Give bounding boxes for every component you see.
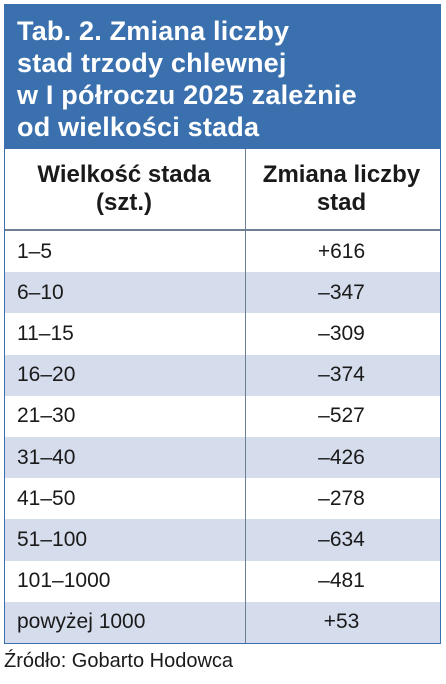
herd-size-cell: 51–100	[17, 527, 88, 551]
change-cell: –347	[318, 280, 365, 304]
herd-size-cell: 11–15	[17, 321, 74, 345]
herd-size-cell: 31–40	[17, 445, 76, 469]
table-row: powyżej 1000 +53	[5, 601, 440, 643]
table-row: 16–20 –374	[5, 354, 440, 396]
herd-size-cell: 1–5	[17, 239, 53, 263]
source-note: Źródło: Gobarto Hodowca	[4, 650, 234, 672]
header-text: (szt.)	[95, 189, 152, 216]
table-row: 31–40 –426	[5, 436, 440, 479]
change-cell: –527	[318, 404, 365, 428]
header-change: Zmiana liczby stad	[243, 149, 440, 229]
herd-size-cell: 6–10	[17, 280, 64, 304]
table-row: 6–10 –347	[5, 272, 440, 314]
table-row: 101–1000 –481	[5, 561, 440, 602]
change-cell: –309	[318, 321, 365, 345]
column-divider	[245, 149, 246, 643]
title-line: stad trzody chlewnej	[17, 48, 287, 78]
herd-size-cell: 41–50	[17, 486, 76, 510]
table-title: Tab. 2. Zmiana liczby stad trzody chlewn…	[17, 15, 430, 143]
herd-size-cell: 101–1000	[17, 569, 111, 593]
table-row: 41–50 –278	[5, 478, 440, 519]
title-line: w I półroczu 2025 zależnie	[17, 80, 357, 110]
header-text: stad	[316, 189, 367, 216]
table-row: 1–5 +616	[5, 231, 440, 272]
title-line: Tab. 2. Zmiana liczby	[17, 16, 290, 46]
table-row: 21–30 –527	[5, 396, 440, 437]
change-cell: –634	[318, 527, 365, 551]
change-cell: –374	[318, 363, 365, 387]
change-cell: –426	[318, 445, 365, 469]
herd-size-cell: 16–20	[17, 363, 76, 387]
table-title-bar: Tab. 2. Zmiana liczby stad trzody chlewn…	[5, 5, 440, 149]
data-table: Wielkość stada (szt.) Zmiana liczby stad…	[5, 149, 440, 643]
header-text: Wielkość stada	[37, 161, 211, 188]
change-cell: –278	[318, 486, 365, 510]
change-cell: +53	[323, 610, 360, 634]
header-text: Zmiana liczby	[262, 161, 421, 188]
herd-size-cell: 21–30	[17, 404, 76, 428]
table-body: 1–5 +616 6–10 –347 11–15 –309 16–20 –374 21–30 –5…	[5, 231, 440, 643]
title-line: od wielkości stada	[17, 112, 260, 142]
change-cell: –481	[318, 569, 365, 593]
table-frame: Tab. 2. Zmiana liczby stad trzody chlewn…	[4, 4, 441, 644]
table-header-row: Wielkość stada (szt.) Zmiana liczby stad	[5, 149, 440, 231]
header-herd-size: Wielkość stada (szt.)	[5, 149, 243, 229]
table-row: 51–100 –634	[5, 519, 440, 561]
table-row: 11–15 –309	[5, 313, 440, 354]
change-cell: +616	[317, 239, 366, 263]
herd-size-cell: powyżej 1000	[17, 610, 146, 634]
